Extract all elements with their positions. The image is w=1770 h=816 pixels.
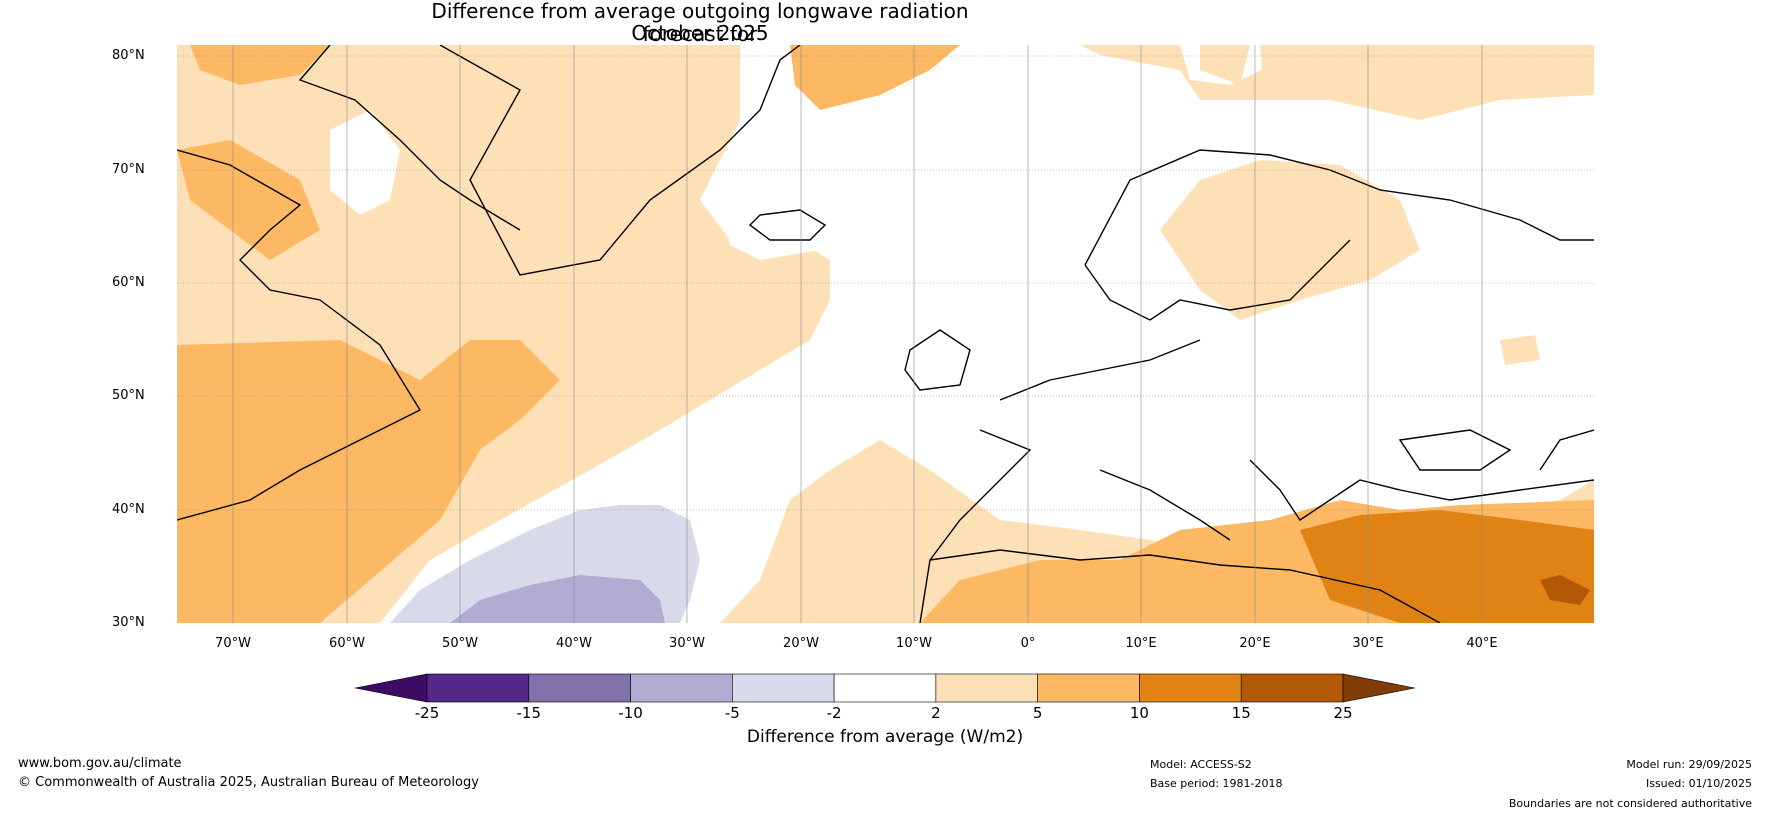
lon-label-50W: 50°W bbox=[442, 636, 478, 651]
lat-label-40N: 40°N bbox=[112, 502, 145, 517]
colorbar-tick-label: -2 bbox=[827, 704, 842, 722]
colorbar-segment bbox=[732, 673, 835, 703]
iceland-coast bbox=[748, 209, 827, 241]
disclaimer-text: Boundaries are not considered authoritat… bbox=[1508, 797, 1752, 810]
colorbar-tick-label: -5 bbox=[725, 704, 740, 722]
lon-label-20W: 20°W bbox=[783, 636, 819, 651]
issued-text: Issued: 01/10/2025 bbox=[1645, 777, 1752, 790]
middle-east-strong-positive-region bbox=[1300, 510, 1594, 623]
lat-label-60N: 60°N bbox=[112, 275, 145, 290]
lon-label-20E: 20°E bbox=[1239, 636, 1271, 651]
lat-label-80N: 80°N bbox=[112, 48, 145, 63]
longitude-gridlines bbox=[232, 45, 1483, 623]
lat-label-30N: 30°N bbox=[112, 615, 145, 630]
north-africa-coast bbox=[929, 549, 1441, 623]
lon-label-10W: 10°W bbox=[896, 636, 932, 651]
lon-label-40E: 40°E bbox=[1466, 636, 1498, 651]
lon-label-30E: 30°E bbox=[1352, 636, 1384, 651]
website-text: www.bom.gov.au/climate bbox=[18, 756, 182, 771]
lon-label-0: 0° bbox=[1020, 636, 1036, 651]
arabia-very-strong-positive-patch bbox=[1540, 575, 1590, 605]
lon-label-40W: 40°W bbox=[556, 636, 592, 651]
colorbar-segment bbox=[935, 673, 1038, 703]
map-title-line1: Difference from average outgoing longwav… bbox=[431, 0, 969, 46]
colorbar-tick-label: 5 bbox=[1033, 704, 1043, 722]
map-title-line2: October 2025 bbox=[631, 21, 769, 45]
colorbar-segment bbox=[1240, 673, 1344, 703]
colorbar-tick-label: -25 bbox=[415, 704, 440, 722]
colorbar-tick-label: 15 bbox=[1232, 704, 1251, 722]
coastlines bbox=[177, 45, 1594, 623]
map-panel bbox=[177, 45, 1594, 623]
arctic-canada-positive-region bbox=[190, 45, 330, 85]
colorbar-segment bbox=[630, 673, 733, 703]
colorbar: -25 -15 -10 -5 -2 2 5 10 15 25 bbox=[354, 673, 1416, 722]
scandinavia-arctic-coast bbox=[1084, 149, 1594, 266]
model-run-text: Model run: 29/09/2025 bbox=[1626, 758, 1752, 771]
lon-label-30W: 30°W bbox=[669, 636, 705, 651]
colorbar-tick-label: 10 bbox=[1130, 704, 1149, 722]
baffin-positive-region bbox=[177, 140, 320, 260]
colorbar-segment bbox=[426, 673, 530, 703]
italy-coast bbox=[1099, 469, 1231, 541]
svalbard-positive-region bbox=[1200, 45, 1250, 85]
copyright-text: © Commonwealth of Australia 2025, Austra… bbox=[18, 775, 479, 790]
colorbar-tick-label: 2 bbox=[931, 704, 941, 722]
colorbar-extend-low bbox=[354, 673, 428, 703]
russia-positive-patch bbox=[1500, 335, 1540, 365]
scandinavia-positive-region bbox=[1160, 160, 1420, 320]
atlantic-negative-region bbox=[450, 575, 665, 623]
lon-label-60W: 60°W bbox=[329, 636, 365, 651]
baltic-coast bbox=[1084, 239, 1351, 321]
colorbar-extend-high bbox=[1342, 673, 1416, 703]
greenland-coast bbox=[439, 45, 801, 276]
iceland-near-average bbox=[725, 205, 830, 260]
colorbar-segment bbox=[1139, 673, 1242, 703]
colorbar-tick-label: -10 bbox=[618, 704, 643, 722]
model-text: Model: ACCESS-S2 bbox=[1150, 758, 1252, 771]
black-sea-coast bbox=[1398, 429, 1512, 471]
north-sea-coast bbox=[999, 339, 1201, 401]
north-america-coast bbox=[177, 149, 421, 521]
caspian-coast bbox=[1539, 429, 1594, 471]
lon-label-10E: 10°E bbox=[1125, 636, 1157, 651]
britain-coast bbox=[904, 329, 971, 391]
colorbar-segment bbox=[1037, 673, 1140, 703]
base-period-text: Base period: 1981-2018 bbox=[1150, 777, 1283, 790]
black-sea-region-coast bbox=[1249, 459, 1594, 521]
colorbar-tick-label: 25 bbox=[1333, 704, 1352, 722]
iberia-coast bbox=[919, 429, 1032, 623]
colorbar-label: Difference from average (W/m2) bbox=[746, 727, 1024, 747]
east-greenland-positive-region bbox=[790, 45, 960, 110]
lat-label-50N: 50°N bbox=[112, 388, 145, 403]
latitude-gridlines bbox=[177, 55, 1594, 511]
colorbar-segment bbox=[528, 673, 631, 703]
greenland-west-coast bbox=[298, 45, 521, 231]
lon-label-70W: 70°W bbox=[215, 636, 251, 651]
colorbar-tick-label: -15 bbox=[517, 704, 542, 722]
lat-label-70N: 70°N bbox=[112, 162, 145, 177]
northwest-atlantic-positive-region bbox=[177, 340, 560, 623]
colorbar-segment bbox=[833, 673, 937, 703]
greenland-near-average bbox=[330, 110, 400, 215]
